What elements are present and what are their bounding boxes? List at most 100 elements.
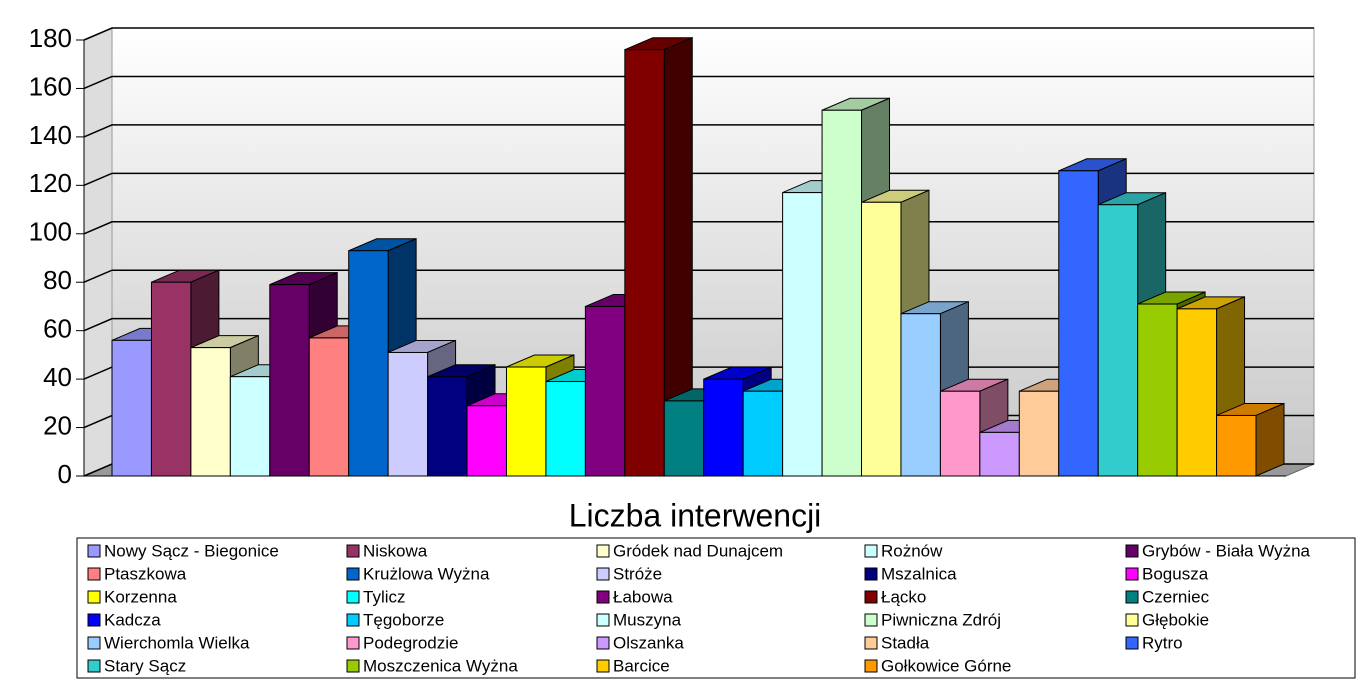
legend-swatch: [1125, 613, 1139, 627]
legend-label: Nowy Sącz - Biegonice: [104, 541, 279, 560]
legend-label: Moszczenica Wyżna: [363, 656, 518, 675]
bar: [1097, 204, 1139, 477]
legend-swatch: [346, 567, 360, 581]
grid-line: [83, 172, 1314, 187]
legend-swatch: [596, 544, 610, 558]
bar: [624, 49, 665, 477]
y-tick-label: 20: [43, 410, 72, 440]
legend-label: Rytro: [1142, 633, 1183, 652]
legend-swatch: [1125, 544, 1139, 558]
y-tick-label: 180: [29, 23, 72, 53]
bar: [1176, 308, 1218, 477]
bar: [466, 405, 507, 477]
legend-swatch: [346, 590, 360, 604]
legend-swatch: [864, 636, 878, 650]
bar: [1018, 390, 1060, 477]
y-tick-label: 60: [43, 314, 72, 344]
legend-swatch: [87, 567, 101, 581]
legend-label: Ptaszkowa: [104, 564, 187, 583]
legend-label: Piwniczna Zdrój: [881, 610, 1001, 629]
legend-swatch: [596, 567, 610, 581]
legend-swatch: [1125, 567, 1139, 581]
legend-swatch: [87, 590, 101, 604]
bar-side: [1255, 402, 1285, 477]
bar: [821, 109, 863, 477]
grid-line: [83, 75, 1314, 90]
y-tick-label: 100: [29, 217, 72, 247]
legend-label: Bogusza: [1142, 564, 1209, 583]
legend-label: Wierchomla Wielka: [104, 633, 250, 652]
bar: [1216, 414, 1257, 477]
bar: [742, 390, 784, 477]
legend-label: Tęgoborze: [363, 610, 444, 629]
legend-label: Grybów - Biała Wyżna: [1142, 541, 1311, 560]
legend-label: Czerniec: [1142, 587, 1210, 606]
legend-swatch: [864, 659, 878, 673]
legend-swatch: [346, 613, 360, 627]
bar: [861, 201, 902, 477]
legend-label: Olszanka: [613, 633, 684, 652]
legend-swatch: [87, 636, 101, 650]
legend-swatch: [596, 659, 610, 673]
legend-label: Gołkowice Górne: [881, 656, 1011, 675]
x-tick-label: Liczba interwencji: [569, 497, 822, 533]
legend-label: Głębokie: [1142, 610, 1209, 629]
bar: [703, 378, 744, 477]
legend-label: Rożnów: [881, 541, 943, 560]
legend-swatch: [864, 567, 878, 581]
side-wall: [83, 27, 113, 477]
y-tick-label: 0: [58, 459, 72, 489]
bar: [111, 339, 152, 477]
legend-label: Barcice: [613, 656, 670, 675]
bar: [505, 366, 547, 477]
grid-line: [83, 27, 1314, 41]
y-tick-label: 140: [29, 120, 72, 150]
legend-label: Stróże: [613, 564, 662, 583]
legend-label: Podegrodzie: [363, 633, 458, 652]
y-tick-label: 40: [43, 362, 72, 392]
legend-label: Łącko: [881, 587, 926, 606]
legend-swatch: [346, 636, 360, 650]
legend-swatch: [596, 590, 610, 604]
bar: [545, 381, 586, 477]
bar: [1058, 170, 1099, 477]
y-tick-label: 120: [29, 168, 72, 198]
bar: [269, 284, 310, 477]
legend-swatch: [87, 659, 101, 673]
legend-label: Krużlowa Wyżna: [363, 564, 490, 583]
bar: [663, 400, 705, 477]
legend-swatch: [87, 613, 101, 627]
legend-swatch: [1125, 590, 1139, 604]
legend-label: Stadła: [881, 633, 930, 652]
legend-swatch: [1125, 636, 1139, 650]
legend-label: Niskowa: [363, 541, 428, 560]
bar: [1137, 303, 1178, 477]
y-tick-label: 160: [29, 71, 72, 101]
legend-swatch: [87, 544, 101, 558]
bar: [190, 347, 231, 477]
legend-label: Stary Sącz: [104, 656, 186, 675]
bar: [150, 281, 192, 477]
bar: [387, 351, 429, 477]
legend-label: Muszyna: [613, 610, 682, 629]
bar: [900, 313, 941, 477]
legend-label: Gródek nad Dunajcem: [613, 541, 783, 560]
legend-label: Korzenna: [104, 587, 177, 606]
legend-swatch: [346, 659, 360, 673]
legend-swatch: [864, 613, 878, 627]
grid-line: [83, 124, 1314, 138]
bar: [308, 337, 350, 477]
bar: [782, 192, 823, 477]
bar: [229, 376, 271, 477]
legend-swatch: [864, 590, 878, 604]
bar: [427, 376, 468, 477]
legend-swatch: [864, 544, 878, 558]
legend-label: Łabowa: [613, 587, 673, 606]
legend-label: Mszalnica: [881, 564, 957, 583]
legend-swatch: [346, 544, 360, 558]
bar: [584, 305, 626, 477]
bar: [939, 390, 981, 477]
bar: [348, 250, 389, 477]
legend-box: [76, 537, 1356, 679]
